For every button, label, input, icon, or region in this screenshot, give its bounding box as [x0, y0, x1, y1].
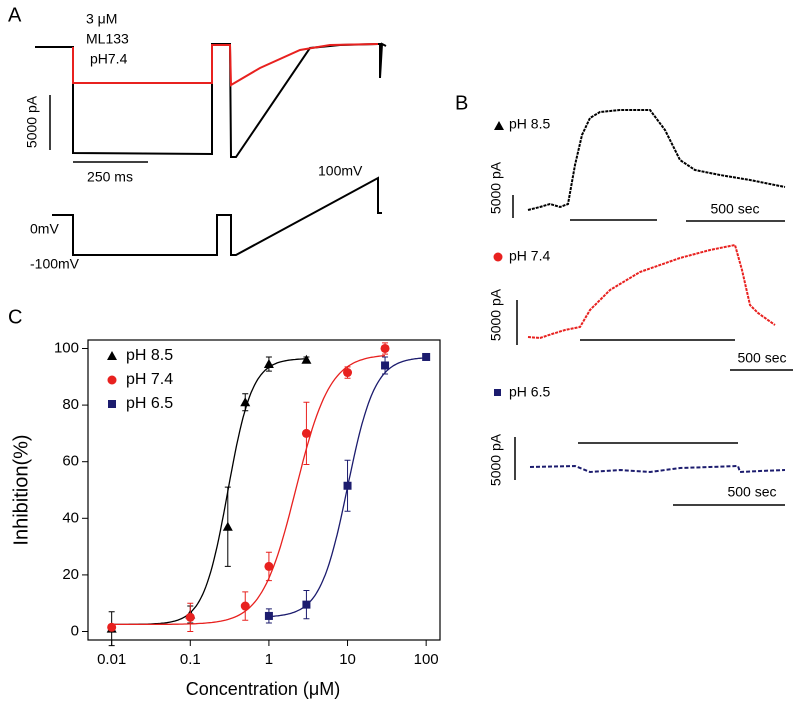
current-trace — [527, 109, 786, 211]
y-tick-label: 40 — [62, 509, 79, 526]
x-tick-label: 0.1 — [180, 651, 201, 668]
legend-marker — [493, 252, 503, 262]
data-point — [107, 622, 117, 632]
data-point — [302, 600, 311, 609]
data-point — [343, 368, 353, 378]
trace-name: pH 8.5 — [509, 116, 550, 132]
voltage-label: 0mV — [30, 221, 59, 237]
y-tick-label: 100 — [54, 339, 79, 356]
trace-name: pH 6.5 — [509, 384, 550, 400]
panel-label: A — [8, 4, 22, 26]
voltage-label: -100mV — [30, 256, 80, 272]
x-tick-label: 0.01 — [97, 651, 126, 668]
y-tick-label: 60 — [62, 453, 79, 470]
panel-label: C — [8, 306, 22, 328]
data-point — [185, 612, 195, 622]
condition: ML133 — [86, 31, 129, 47]
data-point — [381, 361, 390, 370]
data-point — [301, 428, 311, 438]
scale-label: 500 sec — [710, 201, 759, 217]
data-point — [240, 397, 251, 407]
data-point — [240, 601, 250, 611]
legend-label: pH 8.5 — [126, 347, 173, 364]
x-tick-label: 10 — [339, 651, 356, 668]
trace-name: pH 7.4 — [509, 248, 550, 264]
y-axis-title: Inhibition(%) — [10, 434, 32, 545]
legend-marker — [494, 121, 504, 130]
data-point — [264, 561, 274, 571]
y-tick-label: 0 — [71, 622, 79, 639]
data-point — [264, 611, 273, 620]
legend-marker — [107, 375, 117, 385]
x-axis-title: Concentration (μM) — [186, 679, 340, 699]
legend-marker — [107, 351, 117, 360]
voltage-protocol — [52, 176, 382, 256]
condition: pH7.4 — [90, 51, 128, 67]
data-point — [380, 343, 390, 353]
scale-label: 5000 pA — [24, 95, 40, 148]
voltage-label: 100mV — [318, 163, 363, 179]
scale-label: 250 ms — [87, 169, 133, 185]
y-tick-label: 20 — [62, 566, 79, 583]
plot: 0.01 0.1 1 10 100 0 20 40 60 80 100 pH 8.5 pH 7.4 pH … — [54, 339, 439, 668]
data-point — [343, 481, 352, 490]
current-trace — [527, 243, 776, 340]
scale-label: 500 sec — [737, 350, 786, 366]
scale-label: 5000 pA — [488, 288, 504, 341]
legend-label: pH 6.5 — [126, 395, 173, 412]
x-tick-label: 1 — [265, 651, 273, 668]
plot-frame — [87, 339, 441, 641]
current-trace — [72, 43, 379, 87]
panel-label: B — [455, 92, 468, 114]
legend-marker — [494, 389, 501, 396]
data-point — [222, 521, 233, 531]
scale-label: 5000 pA — [488, 433, 504, 486]
data-point — [301, 354, 312, 364]
scale-label: 500 sec — [727, 484, 776, 500]
x-tick-label: 100 — [414, 651, 439, 668]
y-tick-label: 80 — [62, 396, 79, 413]
current-trace — [529, 464, 786, 474]
current-trace — [35, 42, 387, 158]
scale-label: 5000 pA — [488, 161, 504, 214]
data-point — [263, 359, 274, 369]
legend-label: pH 7.4 — [126, 371, 173, 388]
legend-marker — [108, 400, 116, 408]
condition: 3 μM — [86, 11, 117, 27]
data-point — [422, 352, 431, 361]
